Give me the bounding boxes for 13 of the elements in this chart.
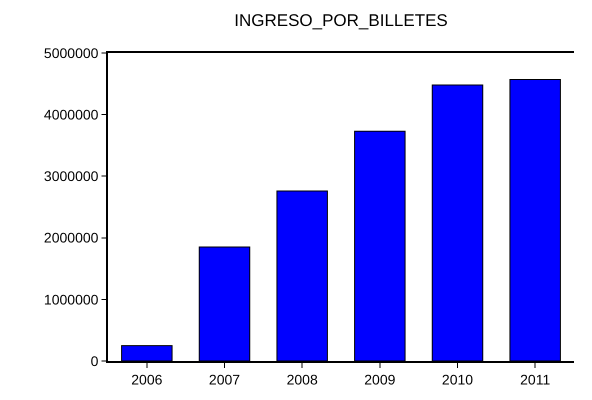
y-tick-label: 1000000	[44, 291, 99, 308]
x-tick-label: 2010	[442, 372, 474, 388]
x-tick-label: 2008	[286, 372, 318, 388]
y-tick-label: 5000000	[44, 44, 99, 61]
x-tick-label: 2006	[131, 372, 163, 388]
x-tick-label: 2007	[208, 372, 240, 388]
x-tick-label: 2009	[364, 372, 396, 388]
y-tick-label: 4000000	[44, 106, 99, 122]
chart-title: INGRESO_POR_BILLETES	[234, 10, 448, 30]
y-tick-label: 3000000	[44, 168, 99, 184]
x-tick-label: 2011	[520, 372, 550, 388]
y-tick-label: 0	[90, 352, 99, 369]
y-tick-label: 2000000	[44, 230, 99, 246]
